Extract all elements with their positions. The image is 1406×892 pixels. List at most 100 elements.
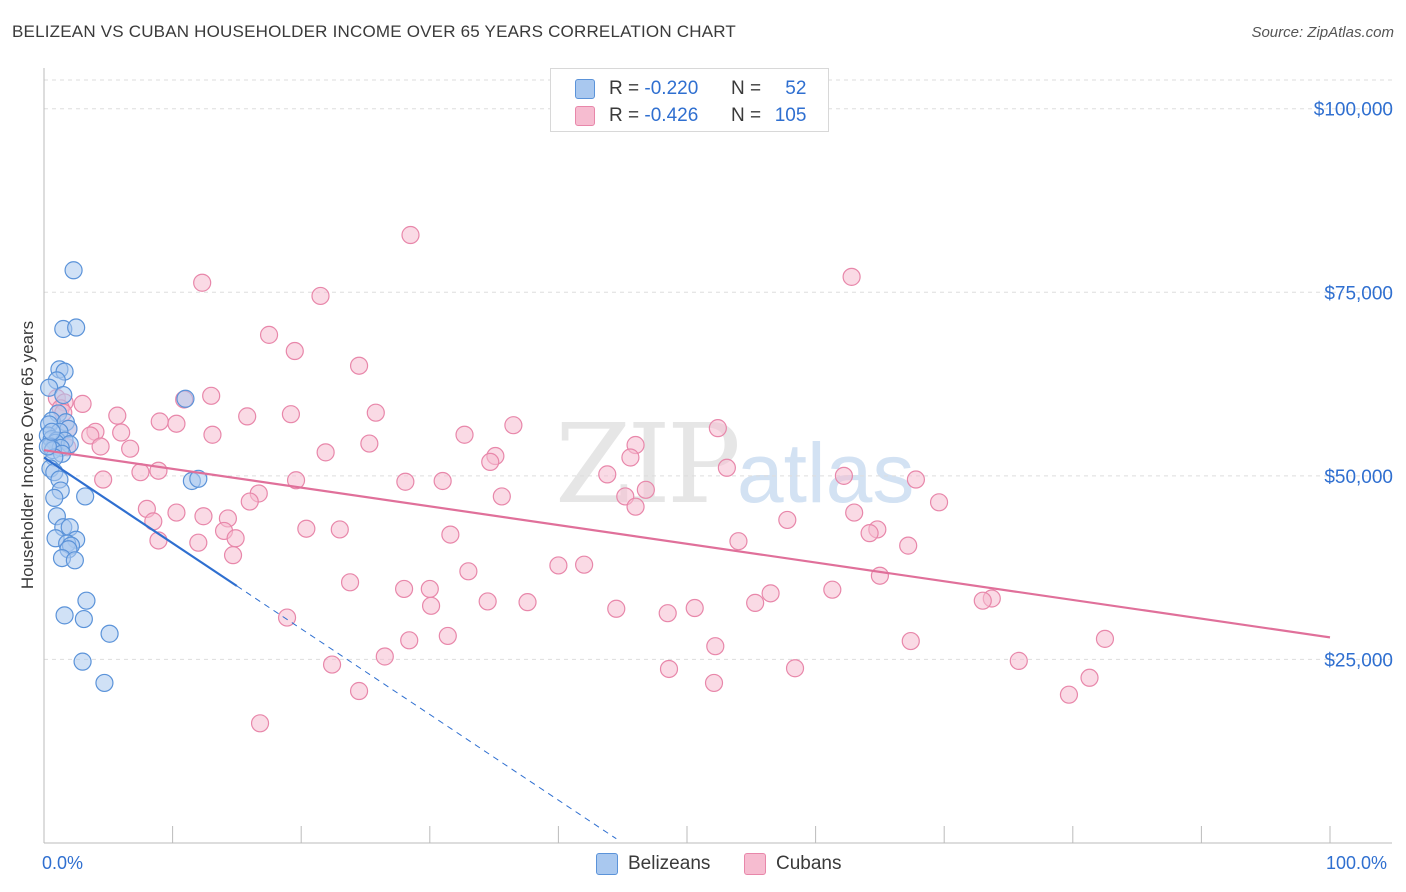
cubans-point bbox=[433, 471, 452, 491]
belizeans-point bbox=[176, 389, 195, 408]
cubans-point bbox=[203, 425, 222, 444]
cubans-point bbox=[823, 580, 842, 599]
axes bbox=[43, 68, 1392, 844]
cubans-point bbox=[73, 394, 92, 413]
cubans-point bbox=[286, 471, 306, 490]
cubans-point bbox=[518, 593, 537, 612]
correlation-legend: R = -0.220 N = 52 R = -0.426 N = 105 bbox=[550, 68, 829, 132]
cubans-point bbox=[394, 579, 414, 599]
cubans-point bbox=[223, 546, 243, 565]
cubans-point bbox=[636, 480, 655, 499]
y-tick-label: $50,000 bbox=[1324, 467, 1393, 488]
belizeans-point bbox=[54, 385, 73, 405]
cubans-point bbox=[549, 556, 568, 575]
cubans-point bbox=[658, 604, 677, 623]
cubans-point bbox=[717, 458, 736, 477]
cubans-point bbox=[421, 596, 441, 615]
cubans-point bbox=[322, 655, 342, 674]
cubans-legend-label: Cubans bbox=[776, 853, 842, 874]
cubans-point bbox=[194, 507, 213, 526]
cubans-point bbox=[150, 412, 169, 431]
y-tick-label: $100,000 bbox=[1314, 100, 1393, 121]
belizeans-point bbox=[55, 606, 74, 625]
belizeans-point bbox=[76, 487, 95, 506]
cubans-point bbox=[226, 529, 245, 548]
cubans-point bbox=[349, 681, 369, 701]
cubans-point bbox=[729, 532, 748, 551]
y-tick-label: $75,000 bbox=[1324, 283, 1393, 304]
cubans-point bbox=[131, 463, 150, 482]
cubans-r: R = -0.426 bbox=[609, 105, 699, 126]
cubans-point bbox=[704, 673, 724, 693]
belizeans-legend-swatch bbox=[596, 853, 618, 875]
cubans-point bbox=[659, 659, 679, 679]
cubans-point bbox=[193, 273, 212, 292]
cubans-point bbox=[441, 525, 460, 544]
cubans-trend-line bbox=[43, 449, 1331, 639]
cubans-point bbox=[706, 637, 725, 656]
cubans-legend-swatch bbox=[744, 853, 766, 875]
cubans-point bbox=[899, 536, 918, 555]
belizeans-point bbox=[73, 652, 92, 671]
x-tick-label-max: 100.0% bbox=[1326, 853, 1388, 873]
cubans-point bbox=[375, 647, 394, 666]
cubans-point bbox=[621, 448, 640, 467]
cubans-point bbox=[929, 493, 949, 512]
cubans-point bbox=[316, 443, 335, 462]
cubans-point bbox=[1095, 629, 1115, 648]
cubans-point bbox=[746, 593, 765, 612]
cubans-point bbox=[438, 626, 457, 646]
cubans-point bbox=[401, 225, 420, 245]
cubans-point bbox=[240, 492, 259, 511]
cubans-point bbox=[778, 510, 797, 530]
cubans-point bbox=[108, 406, 127, 425]
cubans-point bbox=[626, 497, 645, 516]
cubans-point bbox=[366, 403, 385, 422]
cubans-point bbox=[607, 599, 626, 618]
belizeans-point bbox=[65, 551, 84, 570]
belizeans-point bbox=[64, 261, 83, 280]
cubans-point bbox=[685, 598, 704, 618]
cubans-point bbox=[901, 631, 920, 651]
cubans-point bbox=[842, 267, 861, 286]
cubans-point bbox=[91, 437, 110, 456]
cubans-point bbox=[167, 414, 186, 433]
cubans-point bbox=[1080, 668, 1099, 687]
cubans-point bbox=[121, 439, 140, 458]
cubans-point bbox=[202, 386, 221, 405]
cubans-point bbox=[504, 416, 523, 435]
belizeans-point bbox=[77, 591, 96, 610]
cubans-point bbox=[575, 555, 594, 574]
belizeans-point bbox=[42, 422, 61, 441]
belizeans-point bbox=[67, 318, 86, 337]
cubans-point bbox=[167, 503, 186, 522]
cubans-point bbox=[1059, 685, 1079, 704]
watermark-zip: ZIP bbox=[555, 400, 741, 528]
grid-lines bbox=[44, 79, 1392, 660]
cubans-point bbox=[1009, 651, 1028, 670]
belizeans-point bbox=[40, 378, 59, 397]
belizeans-point bbox=[95, 673, 114, 693]
cubans-point bbox=[785, 659, 805, 678]
cubans-point bbox=[281, 405, 301, 424]
cubans-point bbox=[340, 573, 360, 592]
cubans-point bbox=[360, 434, 379, 453]
belizeans-point bbox=[189, 469, 208, 488]
belizeans-points bbox=[38, 261, 208, 693]
cubans-point bbox=[860, 524, 879, 543]
cubans-point bbox=[478, 592, 497, 611]
cubans-point bbox=[349, 356, 369, 375]
cubans-point bbox=[285, 341, 304, 361]
cubans-point bbox=[845, 503, 864, 522]
belizeans-legend-label: Belizeans bbox=[628, 853, 711, 874]
cubans-point bbox=[311, 286, 330, 306]
cubans-swatch bbox=[575, 106, 595, 126]
cubans-point bbox=[906, 470, 926, 489]
cubans-point bbox=[834, 466, 853, 485]
belizeans-r: R = -0.220 bbox=[609, 78, 699, 99]
cubans-point bbox=[870, 566, 890, 585]
y-tick-label: $25,000 bbox=[1324, 650, 1393, 671]
cubans-point bbox=[297, 519, 316, 538]
cubans-point bbox=[238, 407, 257, 426]
